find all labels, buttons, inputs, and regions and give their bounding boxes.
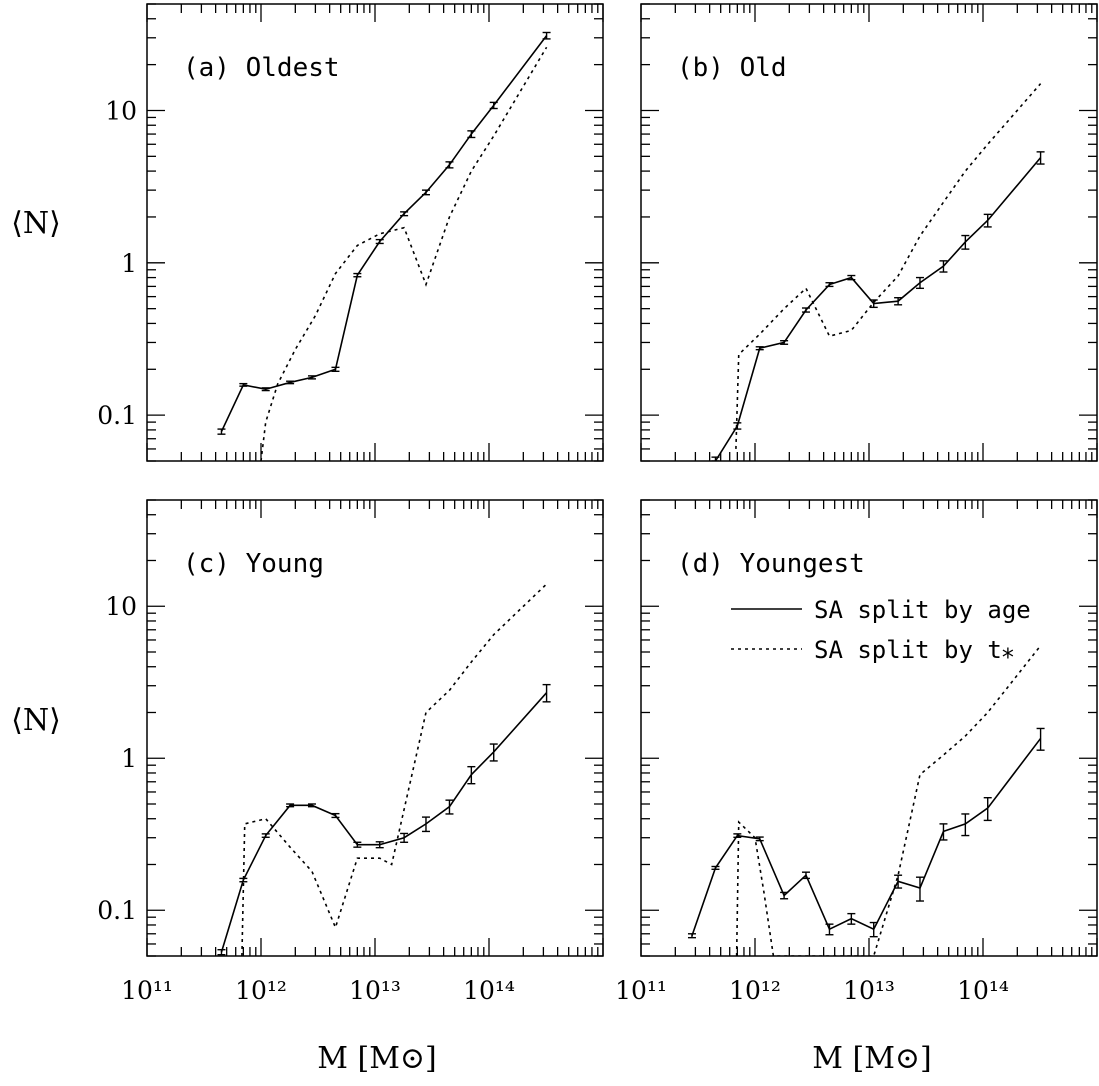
x-axis-label-right: M [M⊙]: [812, 1041, 932, 1076]
series-line-tstar: [735, 83, 1042, 449]
x-tick-label: 10¹¹: [615, 976, 667, 1005]
series-line-tstar: [260, 46, 548, 461]
y-axis-label-top: ⟨N⟩: [11, 206, 61, 241]
legend-label-tstar: SA split by t⁎: [814, 636, 1014, 664]
panel-d: 10¹¹ 10¹² 10¹³ 10¹⁴ (d) Youngest SA split by …: [615, 499, 1098, 1005]
y-axis-label-bottom: ⟨N⟩: [11, 703, 61, 738]
plot-area: [687, 645, 1045, 956]
series-line-age: [220, 35, 548, 432]
panel-title: (b) Old: [677, 53, 787, 83]
panel-b: (b) Old: [640, 3, 1098, 462]
series-line-age: [220, 692, 548, 953]
series-line-tstar: [241, 583, 548, 956]
x-tick-label: 10¹²: [729, 976, 781, 1005]
panel-a: 0.1 1 10 (a) Oldest: [97, 3, 604, 462]
x-tick-label: 10¹⁴: [463, 976, 515, 1005]
y-tick-label: 1: [121, 744, 137, 773]
y-tick-label: 10: [105, 96, 137, 125]
panel-title: (c) Young: [183, 549, 324, 579]
y-tick-label: 1: [121, 249, 137, 278]
series-line-tstar: [735, 645, 1042, 956]
panel-c: 0.1 1 10 10¹¹ 10¹² 10¹³ 10¹⁴ (c) Young: [97, 499, 604, 1005]
legend-label-age: SA split by age: [814, 596, 1031, 624]
legend: SA split by age SA split by t⁎: [731, 596, 1031, 664]
x-tick-label: 10¹³: [349, 976, 401, 1005]
panel-title: (d) Youngest: [677, 549, 865, 579]
x-tick-label: 10¹⁴: [957, 976, 1009, 1005]
panel-title: (a) Oldest: [183, 53, 340, 83]
x-tick-label: 10¹²: [235, 976, 287, 1005]
y-tick-label: 10: [105, 592, 137, 621]
plot-area: [711, 83, 1045, 461]
x-axis-label-left: M [M⊙]: [317, 1041, 437, 1076]
x-tick-label: 10¹¹: [121, 976, 173, 1005]
y-tick-label: 0.1: [97, 401, 137, 430]
y-tick-label: 0.1: [97, 896, 137, 925]
series-line-age: [714, 157, 1042, 461]
x-tick-label: 10¹³: [843, 976, 895, 1005]
plot-area: [217, 31, 551, 461]
series-line-age: [691, 737, 1042, 936]
plot-area: [217, 583, 551, 956]
